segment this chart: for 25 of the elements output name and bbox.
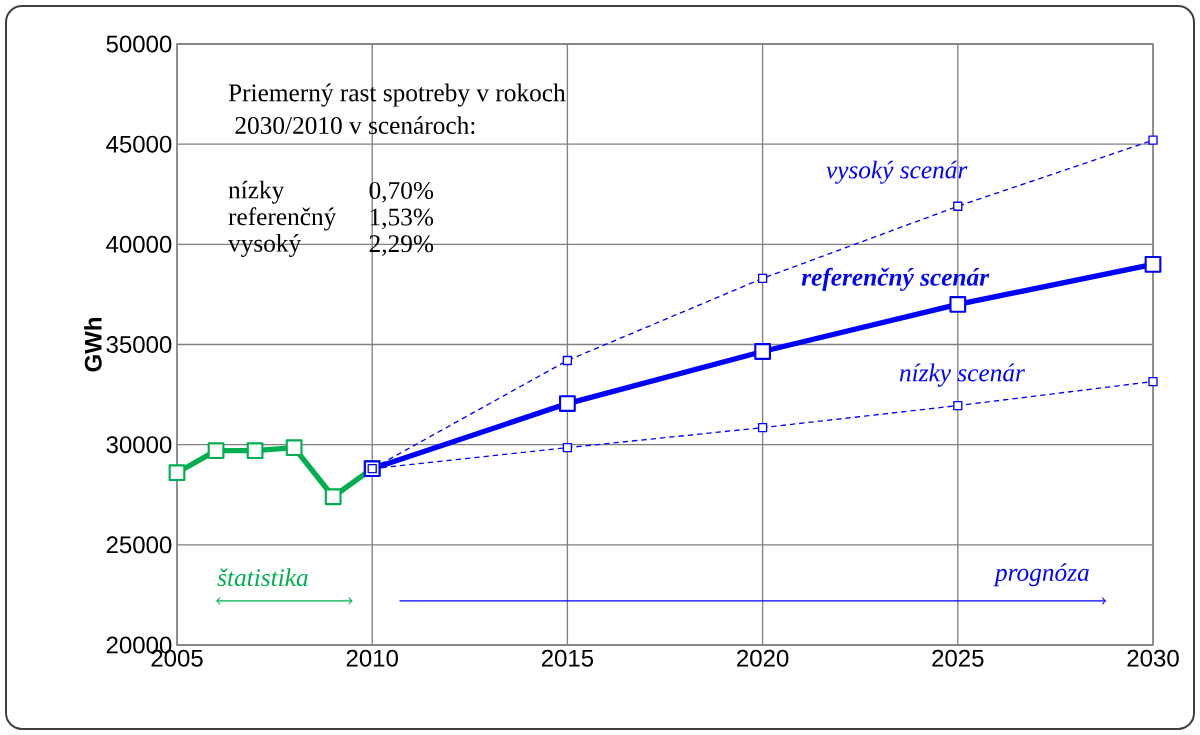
y-tick-label: 45000 <box>106 135 172 153</box>
y-tick-label: 40000 <box>106 235 172 253</box>
series-label: nízky scenár <box>899 363 1025 387</box>
y-tick-label: 25000 <box>106 536 172 554</box>
series-label: referenčný scenár <box>801 267 990 292</box>
annotation: 1,53% <box>370 208 434 230</box>
y-axis-title: GWh <box>84 317 102 372</box>
annotation: štatistika <box>217 568 308 587</box>
annotation: Priemerný rast spotreby v rokoch <box>228 83 566 107</box>
x-tick-label: 2010 <box>346 649 398 667</box>
annotation: nízky <box>228 180 285 204</box>
y-tick-label: 35000 <box>106 335 172 353</box>
x-tick-label: 2030 <box>1127 649 1179 667</box>
x-tick-label: 2025 <box>932 649 984 667</box>
annotation: 2,29% <box>369 235 434 256</box>
annotation: vysoký <box>228 233 302 258</box>
annotation: 2030/2010 v scenároch: <box>235 116 475 135</box>
y-tick-label: 30000 <box>106 436 172 454</box>
annotation: 0,70% <box>369 181 434 203</box>
x-tick-label: 2015 <box>541 649 594 667</box>
y-tick-label: 50000 <box>106 35 172 53</box>
annotation: referenčný <box>228 207 337 231</box>
x-tick-label: 2020 <box>737 649 789 667</box>
series-label: vysoký scenár <box>826 160 968 184</box>
annotation: prognóza <box>993 563 1089 587</box>
